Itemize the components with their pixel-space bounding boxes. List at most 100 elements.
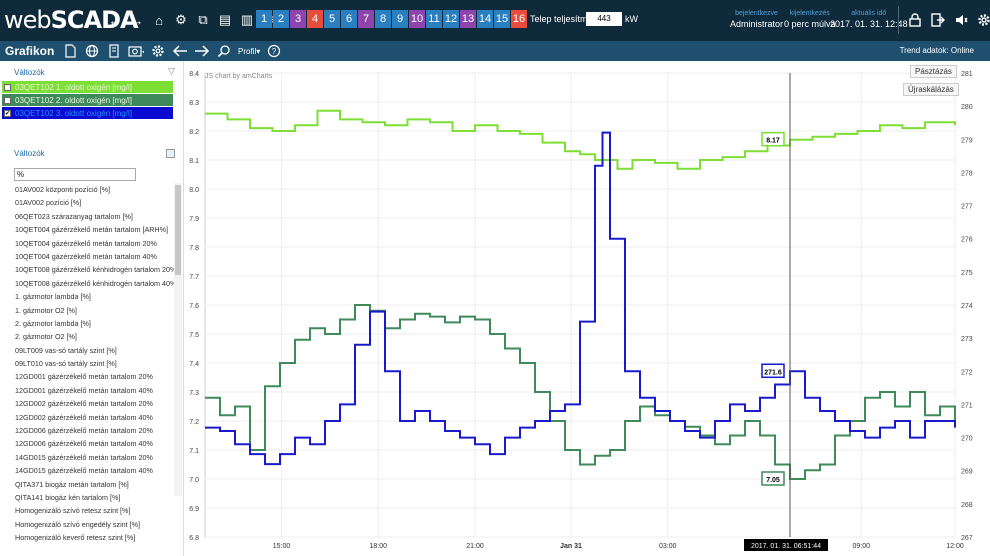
settings-icon[interactable] (975, 11, 990, 29)
unit-button-9[interactable]: 9 (392, 10, 408, 28)
unit-buttons: 1 2 3 4 5 6 7 8 9 10 11 12 13 14 15 16 (256, 10, 527, 28)
list-item[interactable]: 1. gázmotor lambda [%] (15, 292, 91, 302)
arrow-left-icon[interactable] (172, 43, 188, 59)
y-left-tick: 7.0 (189, 477, 199, 484)
factory-icon[interactable]: ▥ (240, 12, 254, 27)
y-right-tick: 269 (961, 469, 973, 476)
list-item[interactable]: 14GD015 gázérzékelő metán tartalom 20% (15, 452, 153, 462)
checkbox[interactable] (4, 83, 11, 91)
gear-cog-icon[interactable]: ⚙ (175, 12, 187, 27)
y-right-tick: 274 (961, 303, 973, 310)
unit-button-13[interactable]: 13 (460, 10, 476, 28)
list-item[interactable]: 2. gázmotor lambda [%] (15, 318, 91, 328)
rescale-button[interactable]: Újraskálázás (903, 83, 959, 96)
logout-icon[interactable] (929, 11, 947, 29)
app-logo: webSCADA (4, 6, 139, 34)
y-left-tick: 7.4 (189, 361, 199, 368)
unit-button-15[interactable]: 15 (494, 10, 510, 28)
checkbox[interactable]: ✔ (4, 109, 11, 117)
list-item[interactable]: 12GD006 gázérzékelő metán tartalom 40% (15, 439, 153, 449)
sound-icon[interactable] (952, 11, 970, 29)
new-document-icon[interactable] (62, 43, 78, 59)
list-item[interactable]: Homogenizáló szívó engedély szint [%] (15, 519, 141, 529)
list-item[interactable]: QITA371 biogáz metán tartalom [%] (15, 479, 129, 489)
list-item[interactable]: 10QET008 gázérzékelő kénhidrogén tartalo… (15, 265, 177, 275)
list-item[interactable]: 12GD006 gázérzékelő metán tartalom 20% (15, 426, 153, 436)
search-icon[interactable] (216, 43, 232, 59)
unit-button-3[interactable]: 3 (290, 10, 306, 28)
list-item[interactable]: 10QET004 gázérzékelő metán tartalom [ARH… (15, 225, 169, 235)
y-left-tick: 7.7 (189, 274, 199, 281)
trend-chart[interactable]: 6.8 6.9 7.0 7.1 7.2 7.3 7.4 7.5 7.6 7.7 7.8 7.9 8.0 8… (185, 61, 990, 556)
selected-variable-row[interactable]: 03QET102 2. oldott oxigén [mg/l] (2, 94, 173, 106)
y-left-tick: 7.6 (189, 303, 199, 310)
list-item[interactable]: 1. gázmotor O2 [%] (15, 305, 77, 315)
unit-button-7[interactable]: 7 (358, 10, 374, 28)
y-left-tick: 7.9 (189, 216, 199, 223)
home-icon[interactable]: ⌂ (155, 12, 163, 28)
list-item[interactable]: 10QET004 gázérzékelő metán tartalom 20% (15, 238, 157, 248)
arrow-right-icon[interactable] (194, 43, 210, 59)
lock-icon[interactable] (906, 11, 924, 29)
globe-icon[interactable] (84, 43, 100, 59)
camera-icon[interactable] (128, 43, 144, 59)
selected-variable-row[interactable]: 03QET102 1. oldott oxigén [mg/l] (2, 81, 173, 93)
list-item[interactable]: 14GD015 gázérzékelő metán tartalom 40% (15, 466, 153, 476)
toolbar-icons: Profil▾ ? (62, 43, 282, 59)
x-tick: 21:00 (466, 543, 484, 550)
back-icon[interactable]: ← (108, 12, 122, 28)
variable-list-scrollbar[interactable] (174, 183, 182, 496)
selected-variable-row[interactable]: ✔ 03QET102 3. oldott oxigén [mg/l] (2, 107, 173, 119)
unit-button-4[interactable]: 4 (307, 10, 323, 28)
list-item[interactable]: 06QET023 szárazanyag tartalom [%] (15, 211, 133, 221)
pan-button[interactable]: Pásztázás (910, 65, 957, 78)
y-left-tick: 7.1 (189, 448, 199, 455)
y-left-tick: 7.5 (189, 332, 199, 339)
scroll-thumb[interactable] (175, 185, 181, 275)
telep-value: 443 (586, 12, 622, 26)
x-tick: 12:00 (946, 543, 964, 550)
unit-button-2[interactable]: 2 (273, 10, 289, 28)
save-icon[interactable] (106, 43, 122, 59)
checkbox[interactable] (4, 96, 11, 104)
x-tick: 09:00 (852, 543, 870, 550)
list-item[interactable]: 12GD002 gázérzékelő metán tartalom 20% (15, 399, 153, 409)
selected-variables-title: Változók (14, 68, 45, 77)
variable-search-input[interactable]: % (14, 168, 136, 181)
unit-button-10[interactable]: 10 (409, 10, 425, 28)
filter-icon[interactable]: ▽ (168, 66, 175, 76)
list-item[interactable]: QITA141 biogáz kén tartalom [%] (15, 492, 121, 502)
unit-button-8[interactable]: 8 (375, 10, 391, 28)
list-item[interactable]: 09LT010 vas-só tartály szint [%] (15, 359, 117, 369)
unit-button-11[interactable]: 11 (426, 10, 442, 28)
y-right-tick: 268 (961, 502, 973, 509)
list-item[interactable]: 12GD001 gázérzékelő metán tartalom 20% (15, 372, 153, 382)
list-item[interactable]: 01AV002 pozíció [%] (15, 198, 82, 208)
network-icon[interactable]: ⧉ (198, 12, 208, 27)
unit-button-16[interactable]: 16 (511, 10, 527, 28)
list-item[interactable]: Homogenizáló szívó retesz szint [%] (15, 506, 131, 516)
forward-icon[interactable]: → (130, 12, 144, 28)
list-item[interactable]: 01AV002 központi pozíció [%] (15, 185, 110, 194)
y-left-tick: 8.3 (189, 100, 199, 107)
unit-button-12[interactable]: 12 (443, 10, 459, 28)
unit-button-14[interactable]: 14 (477, 10, 493, 28)
profil-dropdown[interactable]: Profil▾ (238, 46, 261, 56)
list-item[interactable]: Homogenizáló keverő retesz szint [%] (15, 533, 136, 543)
list-item[interactable]: 09LT009 vas-só tartály szint [%] (15, 345, 117, 355)
bar-chart-icon[interactable]: ▤ (218, 12, 232, 27)
list-item[interactable]: 12GD002 gázérzékelő metán tartalom 40% (15, 412, 153, 422)
image-icon[interactable] (166, 149, 175, 158)
list-item[interactable]: 12GD001 gázérzékelő metán tartalom 40% (15, 385, 153, 395)
list-item[interactable]: 10QET004 gázérzékelő metán tartalom 40% (15, 251, 157, 261)
y-right-tick: 281 (961, 71, 973, 78)
help-icon[interactable]: ? (266, 43, 282, 59)
list-item[interactable]: 10QET008 gázérzékelő kénhidrogén tartalo… (15, 278, 177, 288)
unit-button-1[interactable]: 1 (256, 10, 272, 28)
y-left-tick: 8.4 (189, 71, 199, 78)
unit-button-6[interactable]: 6 (341, 10, 357, 28)
value-balloon-label: 271.6 (764, 369, 782, 376)
settings-icon[interactable] (150, 43, 166, 59)
unit-button-5[interactable]: 5 (324, 10, 340, 28)
list-item[interactable]: 2. gázmotor O2 [%] (15, 332, 77, 342)
